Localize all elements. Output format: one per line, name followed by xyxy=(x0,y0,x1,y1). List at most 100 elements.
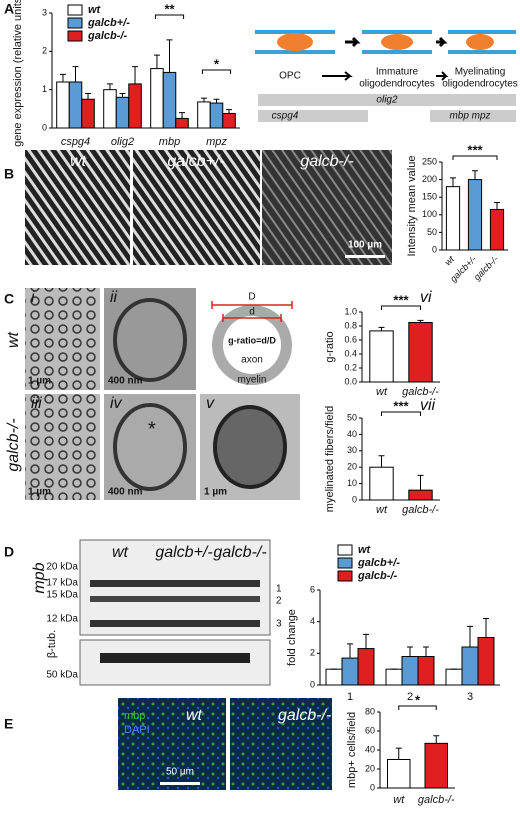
blot-label: β-tub. xyxy=(46,630,58,658)
fiber xyxy=(255,50,335,54)
y-tick-label: 40 xyxy=(365,744,375,754)
y-tick-label: 2 xyxy=(310,648,315,658)
y-tick-label: 0.0 xyxy=(344,376,357,386)
x-tick-label: 1 xyxy=(347,691,353,703)
y-tick-label: 50 xyxy=(347,412,357,422)
y-tick-label: 50 xyxy=(427,227,437,237)
error-bar xyxy=(483,618,489,638)
legend-label: galcb-/- xyxy=(87,30,127,42)
row-label: wt xyxy=(5,331,22,348)
image xyxy=(133,150,260,265)
bar xyxy=(209,102,224,129)
significance-label: *** xyxy=(467,142,483,157)
stain-label: DAPI xyxy=(124,724,150,736)
bar xyxy=(445,186,461,251)
band-label: 2 xyxy=(276,596,282,607)
bar xyxy=(115,96,130,129)
axon xyxy=(223,316,281,374)
bar xyxy=(424,742,448,789)
significance-label: *** xyxy=(393,398,409,413)
asterisk: * xyxy=(148,418,156,440)
bar xyxy=(175,117,189,129)
scale-label: 50 µm xyxy=(166,767,194,778)
band xyxy=(90,596,260,602)
y-tick-label: 6 xyxy=(310,584,315,594)
error-bar xyxy=(450,177,456,187)
scale-bar xyxy=(160,782,200,785)
lane-label: galcb+/- xyxy=(155,544,212,561)
y-axis-label: myelinated fibers/field xyxy=(324,406,336,512)
x-tick-label: wt xyxy=(376,386,388,398)
error-bar xyxy=(179,112,186,119)
legend-label: wt xyxy=(88,4,102,16)
scale-label: 400 nm xyxy=(108,487,143,498)
error-bar xyxy=(72,66,79,82)
error-bar xyxy=(433,735,440,744)
image-label: wt xyxy=(186,707,203,724)
axon-outline xyxy=(213,405,287,489)
legend-swatch xyxy=(337,570,353,582)
significance-label: * xyxy=(214,56,220,71)
bar xyxy=(150,68,164,129)
bar xyxy=(68,81,83,129)
y-tick-label: 0.8 xyxy=(344,320,357,330)
error-bar xyxy=(85,93,92,100)
bar xyxy=(341,657,359,686)
x-tick-label: galcb-/- xyxy=(418,794,455,806)
bar xyxy=(461,646,479,686)
error-bar xyxy=(407,646,413,657)
stage-label: Myelinating xyxy=(455,67,506,78)
bar xyxy=(445,668,463,686)
error-bar xyxy=(119,93,126,98)
image-label: i xyxy=(31,289,35,306)
panel-letter: D xyxy=(4,544,14,560)
y-tick-label: 20 xyxy=(365,763,375,773)
image-label: iii xyxy=(31,395,42,412)
image-label: ii xyxy=(110,289,118,306)
y-tick-label: 150 xyxy=(422,192,437,202)
x-tick-label: galcb-/- xyxy=(472,254,500,282)
y-tick-label: 2 xyxy=(42,46,47,56)
fluorescence-images: mbp DAPI wt galcb-/- 50 µm xyxy=(118,698,332,790)
cell xyxy=(466,34,494,50)
image-label: v xyxy=(206,395,215,412)
error-bar xyxy=(347,643,353,659)
scale-label: 1 µm xyxy=(28,487,51,498)
y-tick-label: 0.2 xyxy=(344,362,357,372)
stage-label: OPC xyxy=(279,71,301,82)
y-tick-label: 60 xyxy=(365,725,375,735)
y-tick-label: 250 xyxy=(422,156,437,166)
y-tick-label: 20 xyxy=(347,462,357,472)
image-label: iv xyxy=(110,395,123,412)
y-tick-label: 0 xyxy=(352,494,357,504)
y-tick-label: 0 xyxy=(432,244,437,254)
panel-label: vii xyxy=(420,397,436,414)
y-tick-label: 200 xyxy=(422,174,437,184)
significance-bracket xyxy=(398,705,437,710)
x-tick-label: olig2 xyxy=(111,136,134,148)
panel-letter: B xyxy=(4,166,14,182)
cell xyxy=(381,34,413,50)
bar xyxy=(162,71,177,129)
image xyxy=(25,394,100,500)
diameter-arrow xyxy=(211,301,293,322)
confocal-images: wt galcb+/- galcb-/- 100 µm xyxy=(25,150,392,265)
panel-letter: E xyxy=(4,716,13,732)
marker-label: mbp mpz xyxy=(449,111,490,122)
x-tick-label: wt xyxy=(376,504,388,516)
x-tick-label: mpz xyxy=(206,136,227,148)
mw-marker: 15 kDa xyxy=(46,590,78,601)
bar xyxy=(197,101,211,129)
mw-marker: 12 kDa xyxy=(46,614,78,625)
x-tick-label: galcb-/- xyxy=(402,386,439,398)
legend-label: galcb+/- xyxy=(357,557,400,569)
x-tick-label: mbp xyxy=(159,136,180,148)
y-axis-label: mbp+ cells/field xyxy=(346,712,358,788)
y-tick-label: 4 xyxy=(310,616,315,626)
em-images: wt galcb-/- i ii iii iv v * 1 µm 400 nm … xyxy=(5,288,300,500)
legend-label: galcb-/- xyxy=(357,570,397,582)
bar xyxy=(357,648,375,686)
y-tick-label: 0 xyxy=(42,122,47,132)
stage-label: Immature xyxy=(376,67,419,78)
schematic-label: d xyxy=(249,307,255,318)
